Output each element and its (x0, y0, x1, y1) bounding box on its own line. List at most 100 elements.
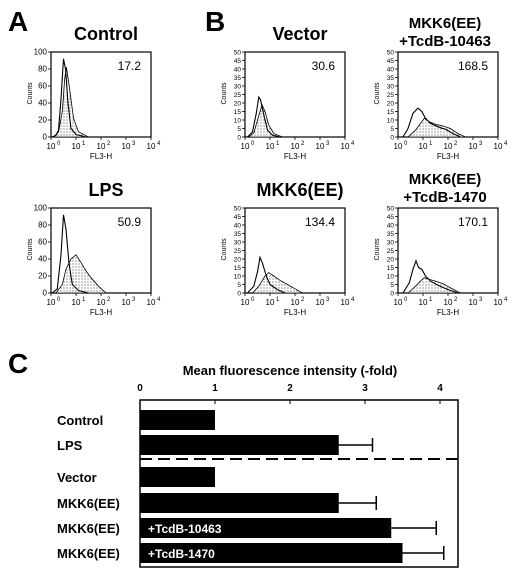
mean-value: 134.4 (305, 215, 335, 229)
x-tick-exponent: 4 (157, 297, 161, 303)
y-tick-label: 40 (387, 223, 395, 230)
x-tick-label: 10 (97, 298, 106, 307)
y-tick-label: 0 (43, 289, 48, 298)
y-axis-label: Counts (27, 238, 34, 261)
x-tick-label: 0 (137, 383, 143, 394)
category-label: LPS (57, 438, 83, 453)
category-label: MKK6(EE) (57, 521, 120, 536)
histogram-vector: Vector 0 5 10 15 20 25 30 35 40 45 50 Counts 10 0 10 1 10… (212, 14, 362, 179)
x-tick-label: 10 (266, 298, 275, 307)
x-tick-exponent: 4 (351, 141, 355, 147)
y-tick-label: 40 (234, 223, 242, 230)
y-tick-label: 15 (234, 265, 242, 272)
control-histogram (247, 255, 286, 294)
stained-histogram (406, 117, 466, 138)
mean-value: 170.1 (458, 215, 488, 229)
x-tick-label: 10 (147, 142, 156, 151)
histogram-title: +TcdB-10463 (399, 33, 491, 50)
y-tick-label: 10 (387, 118, 395, 125)
x-tick-label: 2 (287, 383, 293, 394)
x-tick-label: 10 (97, 142, 106, 151)
x-tick-label: 10 (394, 298, 403, 307)
y-tick-label: 45 (387, 58, 395, 65)
x-tick-label: 10 (394, 142, 403, 151)
y-axis-label: Counts (27, 82, 34, 105)
x-tick-label: 10 (469, 142, 478, 151)
x-tick-exponent: 4 (157, 141, 161, 147)
x-tick-exponent: 1 (276, 297, 280, 303)
x-tick-label: 3 (362, 383, 368, 394)
y-tick-label: 40 (38, 255, 47, 264)
histogram-title: LPS (88, 180, 123, 200)
bar (140, 518, 392, 538)
x-tick-label: 10 (494, 298, 503, 307)
bar-inner-label: +TcdB-1470 (148, 547, 215, 561)
y-tick-label: 5 (237, 282, 241, 289)
histogram-title: Vector (272, 24, 327, 44)
y-tick-label: 25 (387, 92, 395, 99)
y-tick-label: 60 (38, 238, 47, 247)
control-histogram (402, 259, 459, 294)
y-tick-label: 45 (234, 58, 242, 65)
x-tick-exponent: 1 (429, 141, 433, 147)
histogram-title: MKK6(EE) (256, 180, 343, 200)
x-tick-label: 10 (122, 298, 131, 307)
y-tick-label: 25 (234, 92, 242, 99)
x-tick-label: 1 (212, 383, 218, 394)
bar (140, 467, 215, 487)
y-tick-label: 0 (43, 133, 48, 142)
category-label: MKK6(EE) (57, 546, 120, 561)
x-tick-exponent: 0 (251, 141, 255, 147)
y-tick-label: 30 (234, 84, 242, 91)
y-tick-label: 15 (387, 265, 395, 272)
histogram-lps: LPS 0 20 40 60 80 100 Counts 10 0 10 1 10 2 10 3 10 4 FL3-… (18, 170, 168, 335)
y-tick-label: 100 (34, 204, 48, 213)
y-tick-label: 50 (234, 206, 242, 213)
mean-value: 30.6 (312, 59, 336, 73)
control-histogram (247, 95, 281, 138)
x-tick-label: 10 (147, 298, 156, 307)
x-tick-label: 10 (444, 298, 453, 307)
y-tick-label: 80 (38, 221, 47, 230)
y-axis-label: Counts (221, 82, 228, 105)
y-tick-label: 5 (390, 126, 394, 133)
y-tick-label: 100 (34, 48, 48, 57)
y-tick-label: 15 (387, 109, 395, 116)
histogram-title: MKK6(EE) (409, 15, 482, 32)
x-tick-label: 10 (444, 142, 453, 151)
y-tick-label: 50 (387, 50, 395, 57)
x-tick-label: 10 (341, 142, 350, 151)
mean-value: 50.9 (118, 215, 142, 229)
x-tick-exponent: 3 (479, 141, 483, 147)
y-tick-label: 35 (234, 75, 242, 82)
x-axis-label: FL3-H (437, 152, 459, 161)
y-tick-label: 25 (234, 248, 242, 255)
y-tick-label: 80 (38, 65, 47, 74)
mean-value: 17.2 (118, 59, 142, 73)
x-tick-label: 10 (316, 142, 325, 151)
x-tick-exponent: 0 (404, 297, 408, 303)
x-tick-label: 10 (72, 298, 81, 307)
x-tick-exponent: 2 (107, 297, 111, 303)
x-axis-label: FL3-H (284, 308, 306, 317)
histogram-title: +TcdB-1470 (403, 189, 487, 206)
panel-letter-b: B (205, 6, 226, 37)
y-axis-label: Counts (374, 238, 381, 261)
x-tick-exponent: 1 (82, 141, 86, 147)
x-tick-exponent: 2 (107, 141, 111, 147)
x-tick-label: 10 (266, 142, 275, 151)
y-tick-label: 10 (387, 274, 395, 281)
bar (140, 410, 215, 430)
x-axis-label: FL3-H (437, 308, 459, 317)
x-tick-label: 10 (241, 142, 250, 151)
y-tick-label: 35 (387, 75, 395, 82)
panel-letter-a: A (8, 6, 29, 37)
x-axis-label: FL3-H (90, 152, 112, 161)
x-tick-label: 10 (291, 298, 300, 307)
histogram-mkk6: MKK6(EE) 0 5 10 15 20 25 30 35 40 45 50 Counts 10 0 10 1… (212, 170, 362, 335)
x-tick-exponent: 3 (479, 297, 483, 303)
